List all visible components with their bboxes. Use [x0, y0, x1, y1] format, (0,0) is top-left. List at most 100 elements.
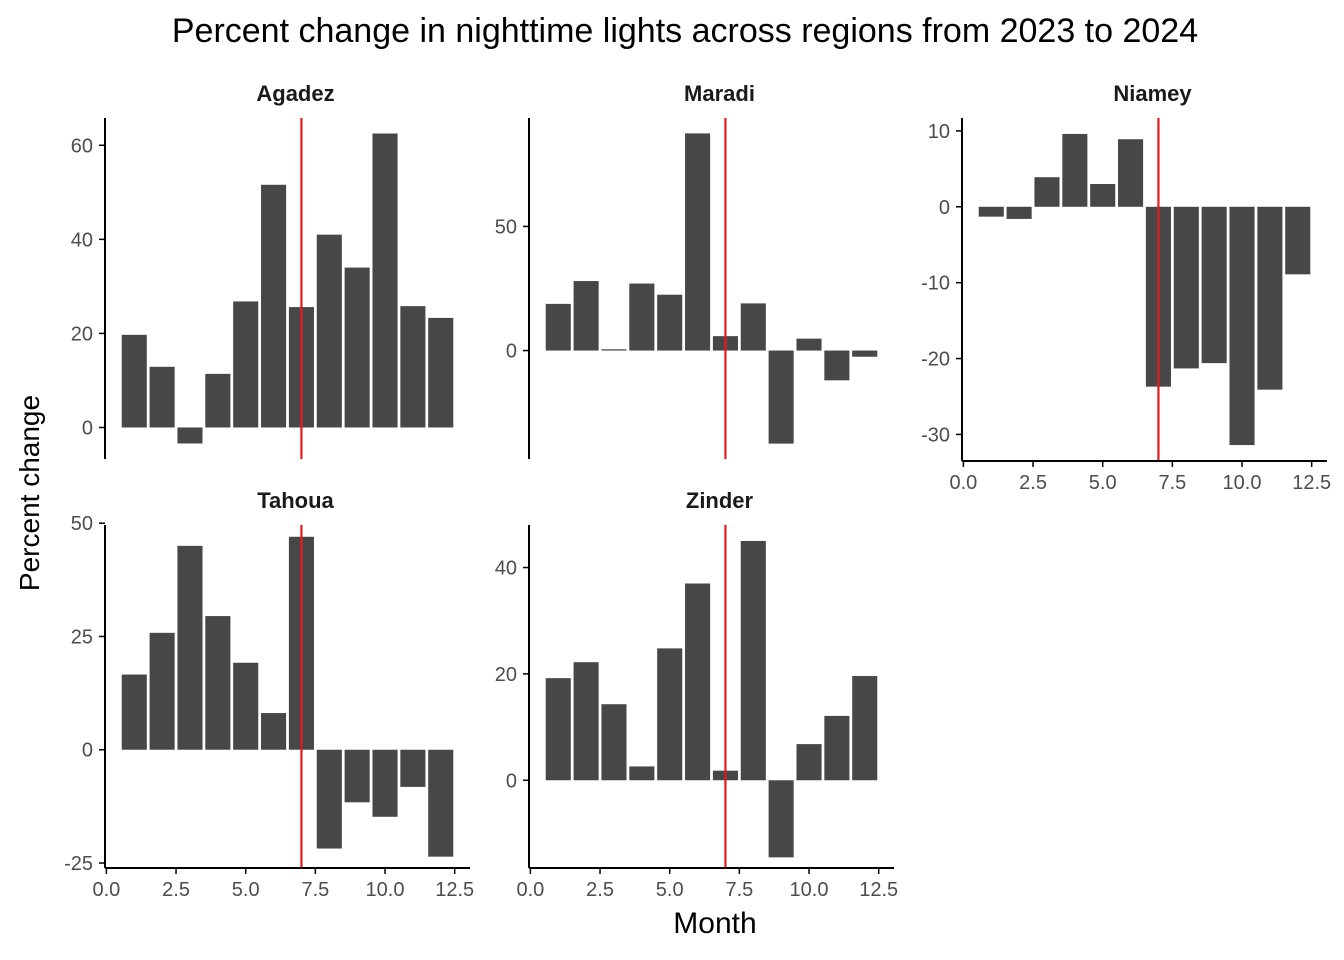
bar: [824, 715, 850, 781]
y-axis-title: Percent change: [14, 394, 45, 592]
panel-niamey: Niamey 10 0 -10 -20 -30 0.0 2.5 5.0 7.5 10.0 12.5: [921, 81, 1331, 494]
panel-title: Agadez: [256, 81, 334, 106]
x-axis-title: Month: [673, 907, 757, 940]
bar: [852, 350, 878, 357]
y-tick-label: 40: [495, 558, 517, 580]
bar: [261, 713, 287, 750]
x-tick-label: 2.5: [1019, 472, 1047, 494]
bar: [121, 674, 147, 750]
chart-title: Percent change in nighttime lights acros…: [171, 12, 1199, 50]
panel-title: Zinder: [686, 488, 754, 513]
y-tick-label: 0: [82, 740, 93, 762]
bar: [149, 632, 175, 750]
bar: [657, 648, 683, 781]
panel-title: Niamey: [1113, 81, 1192, 106]
bar: [344, 267, 370, 428]
y-tick-label: 0: [506, 341, 517, 363]
x-tick-label: 10.0: [790, 879, 829, 901]
bar: [233, 662, 259, 750]
y-tick-label: 10: [928, 121, 950, 143]
bar: [685, 583, 711, 781]
y-tick-label: 60: [71, 135, 93, 157]
x-tick-label: 7.5: [301, 879, 329, 901]
bar: [428, 317, 454, 428]
bar: [1285, 206, 1311, 275]
x-tick-label: 10.0: [1223, 472, 1262, 494]
bar: [601, 349, 627, 351]
y-tick-label: 20: [71, 323, 93, 345]
y-tick-label: 50: [495, 216, 517, 238]
panel-zinder: Zinder 0 20 40 0.0 2.5 5.0 7.5 10.0 12.5: [495, 488, 898, 901]
x-tick-label: 12.5: [1292, 472, 1331, 494]
y-tick-label: 40: [71, 229, 93, 251]
bar: [768, 780, 794, 858]
bar: [740, 303, 766, 351]
bar: [344, 749, 370, 803]
y-tick-label: 0: [82, 417, 93, 439]
panel-agadez: Agadez 0 20 40 60: [71, 81, 454, 459]
bar: [205, 373, 231, 428]
x-tick-label: 0.0: [949, 472, 977, 494]
x-tick-label: 7.5: [1158, 472, 1186, 494]
bar: [796, 744, 822, 781]
bar: [852, 676, 878, 781]
bar: [428, 749, 454, 857]
bar: [573, 281, 599, 351]
bar: [400, 306, 426, 428]
bar: [768, 350, 794, 444]
bar: [1090, 184, 1116, 207]
x-tick-label: 12.5: [859, 879, 898, 901]
bar: [261, 184, 287, 428]
x-tick-label: 5.0: [1089, 472, 1117, 494]
bar: [740, 540, 766, 781]
x-tick-label: 5.0: [232, 879, 260, 901]
bar: [149, 366, 175, 428]
bar: [177, 545, 203, 750]
y-tick-label: 0: [506, 770, 517, 792]
panel-tahoua: Tahoua 50 25 0 -25 0.0 2.5 5.0 7.5 10.0 12.5: [64, 488, 474, 901]
bar: [1118, 139, 1144, 207]
y-tick-label: -20: [921, 349, 950, 371]
bar: [657, 294, 683, 351]
x-tick-label: 7.5: [725, 879, 753, 901]
bar: [121, 334, 147, 428]
bar: [1257, 206, 1283, 390]
panel-title: Maradi: [684, 81, 755, 106]
x-tick-label: 10.0: [366, 879, 405, 901]
y-tick-label: 20: [495, 664, 517, 686]
y-tick-label: -10: [921, 273, 950, 295]
bar: [233, 301, 259, 428]
y-tick-label: 0: [939, 197, 950, 219]
bar: [372, 133, 398, 428]
y-tick-label: -30: [921, 424, 950, 446]
bar: [1062, 133, 1088, 207]
bar: [316, 749, 342, 849]
x-tick-label: 2.5: [162, 879, 190, 901]
y-tick-label: 50: [71, 513, 93, 535]
bar: [629, 766, 655, 781]
bar: [316, 234, 342, 428]
x-tick-label: 2.5: [586, 879, 614, 901]
bar: [372, 749, 398, 817]
bar: [545, 678, 571, 781]
bar: [978, 206, 1004, 217]
bar: [824, 350, 850, 381]
bar: [1006, 206, 1032, 219]
panel-title: Tahoua: [257, 488, 334, 513]
x-tick-label: 5.0: [656, 879, 684, 901]
bar: [685, 133, 711, 351]
bar: [545, 303, 571, 351]
bar: [400, 749, 426, 787]
x-tick-label: 12.5: [435, 879, 474, 901]
bar: [1173, 206, 1199, 369]
bar: [1201, 206, 1227, 364]
y-tick-label: 25: [71, 626, 93, 648]
bar: [601, 704, 627, 781]
bar: [796, 338, 822, 351]
x-tick-label: 0.0: [516, 879, 544, 901]
bar: [1034, 177, 1060, 207]
bar: [1229, 206, 1255, 446]
bar: [205, 616, 231, 750]
